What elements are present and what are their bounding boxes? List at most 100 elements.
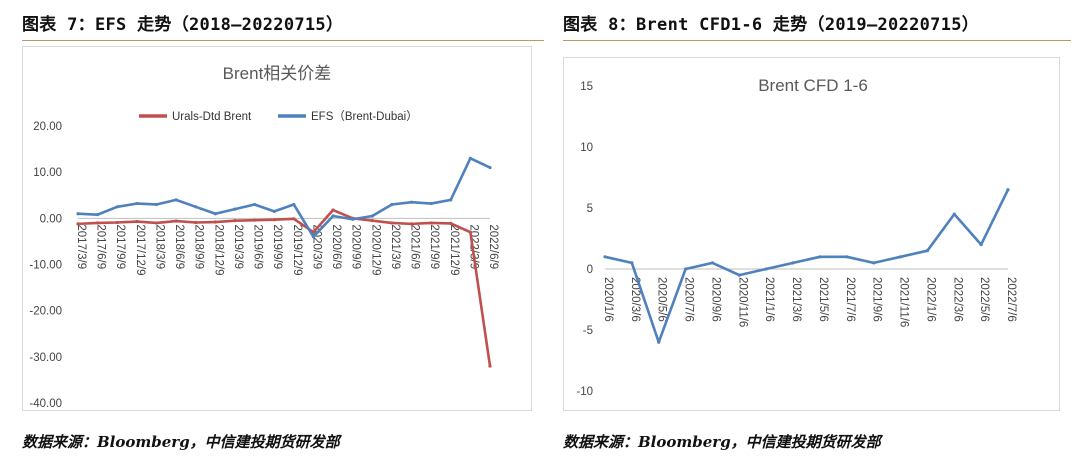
figure-7-rule (22, 40, 544, 41)
cfd-x-tick: 2022/3/6 (951, 277, 963, 322)
cfd-x-axis: 2020/1/6 2020/3/6 2020/5/6 2020/7/6 2020/9/6… (602, 277, 1017, 327)
efs-data-point (174, 219, 178, 223)
efs-x-tick: 2018/9/9 (193, 224, 205, 269)
cfd-data-point (630, 261, 634, 265)
efs-x-tick: 2017/6/9 (95, 224, 107, 269)
figure-7-title: 图表 7：EFS 走势（2018—20220715） (22, 15, 344, 35)
cfd-x-tick: 2020/5/6 (656, 277, 668, 322)
efs-data-point (272, 218, 276, 222)
efs-data-point (233, 219, 237, 223)
cfd-y-tick: 15 (580, 81, 593, 93)
cfd-x-tick: 2020/1/6 (602, 277, 614, 322)
cfd-x-tick: 2021/7/6 (844, 277, 856, 322)
efs-data-point (429, 221, 433, 225)
efs-data-point (76, 212, 80, 216)
efs-chart-legend: Urals-Dtd Brent EFS（Brent-Dubai） (139, 110, 418, 123)
cfd-data-point (710, 261, 715, 265)
efs-data-point (135, 219, 139, 224)
efs-data-point (370, 219, 374, 223)
cfd-y-tick: -5 (583, 325, 593, 337)
efs-data-point (115, 220, 119, 225)
efs-data-point (96, 213, 100, 217)
efs-x-tick: 2019/6/9 (252, 224, 264, 269)
legend-label-efs: EFS（Brent-Dubai） (311, 110, 418, 123)
efs-data-point (194, 205, 198, 209)
efs-chart-title: Brent相关价差 (223, 64, 332, 83)
efs-x-tick: 2022/6/9 (487, 224, 499, 269)
cfd-x-tick: 2021/1/6 (763, 277, 775, 322)
cfd-series-lines (603, 188, 1010, 344)
efs-y-tick: -40.00 (29, 398, 62, 410)
cfd-x-tick: 2022/1/6 (924, 277, 936, 322)
efs-data-point (76, 222, 80, 226)
cfd-data-point (791, 261, 795, 265)
efs-data-point (351, 217, 355, 221)
efs-data-point (429, 201, 433, 206)
figure-8-source: 数据来源：Bloomberg，中信建投期货研发部 (563, 433, 881, 451)
cfd-x-tick: 2020/7/6 (683, 277, 695, 322)
cfd-chart: Brent CFD 1-6 15 10 5 0 -5 -10 2020/1/6 2020/3… (563, 57, 1060, 411)
cfd-x-tick: 2020/11/6 (736, 277, 748, 327)
efs-x-tick: 2021/3/9 (389, 224, 401, 269)
efs-x-tick: 2020/9/9 (350, 224, 362, 269)
cfd-data-point (1006, 188, 1010, 192)
efs-x-tick: 2017/9/9 (114, 224, 126, 269)
cfd-x-tick: 2021/9/6 (871, 277, 883, 322)
efs-x-tick: 2018/6/9 (173, 224, 185, 269)
efs-chart-frame (22, 46, 532, 411)
cfd-data-point (872, 261, 876, 265)
cfd-chart-frame (563, 57, 1060, 411)
cfd-x-tick: 2020/3/6 (629, 277, 641, 322)
cfd-x-tick: 2020/9/6 (709, 277, 721, 322)
efs-data-point (115, 205, 119, 209)
efs-x-tick: 2018/12/9 (212, 224, 224, 275)
cfd-series-line-0 (604, 189, 1010, 344)
figure-7-source: 数据来源：Bloomberg，中信建投期货研发部 (22, 433, 340, 451)
cfd-chart-title: Brent CFD 1-6 (758, 76, 868, 95)
cfd-data-point (818, 255, 822, 259)
efs-data-point (331, 208, 335, 212)
cfd-x-tick: 2022/7/6 (1005, 277, 1017, 322)
cfd-data-point (898, 255, 903, 259)
efs-data-point (488, 165, 492, 170)
efs-data-point (292, 217, 296, 221)
efs-x-tick: 2018/3/9 (153, 224, 165, 269)
cfd-data-point (845, 255, 849, 259)
cfd-x-tick: 2021/11/6 (898, 277, 910, 327)
efs-x-tick: 2020/12/9 (369, 224, 381, 275)
efs-x-tick: 2019/9/9 (271, 224, 283, 269)
efs-data-point (292, 202, 296, 207)
efs-data-point (468, 230, 472, 234)
efs-x-tick: 2019/3/9 (232, 224, 244, 269)
efs-data-point (390, 221, 394, 225)
efs-data-point (370, 214, 374, 218)
efs-y-tick: 20.00 (33, 121, 62, 133)
cfd-data-point (603, 255, 607, 259)
efs-y-tick: -10.00 (29, 260, 62, 272)
efs-data-point (311, 235, 316, 239)
efs-data-point (135, 201, 139, 206)
efs-x-tick: 2021/9/9 (428, 224, 440, 269)
efs-data-point (194, 220, 198, 225)
efs-x-axis: 2017/3/9 2017/6/9 2017/9/9 2017/12/9 2018/3/… (75, 224, 499, 275)
cfd-x-tick: 2021/5/6 (817, 277, 829, 322)
efs-data-point (390, 202, 394, 207)
efs-series-line-0 (77, 208, 492, 367)
efs-x-tick: 2020/6/9 (330, 224, 342, 269)
cfd-data-point (657, 340, 661, 344)
cfd-y-axis: 15 10 5 0 -5 -10 (576, 81, 1008, 398)
efs-data-point (252, 202, 257, 207)
cfd-data-point (764, 267, 768, 271)
efs-x-tick: 2017/12/9 (134, 224, 146, 275)
efs-data-point (213, 220, 217, 224)
efs-data-point (468, 156, 472, 160)
efs-y-tick: -30.00 (29, 352, 62, 364)
efs-x-tick: 2021/12/9 (448, 224, 460, 275)
figure-8-title: 图表 8：Brent CFD1-6 走势（2019—20220715） (563, 15, 980, 35)
efs-data-point (96, 221, 100, 225)
efs-data-point (154, 221, 159, 225)
efs-y-tick: -20.00 (29, 306, 62, 318)
efs-series-line-1 (77, 157, 491, 239)
efs-y-tick: 0.00 (40, 213, 62, 225)
efs-x-tick: 2017/3/9 (75, 224, 87, 269)
